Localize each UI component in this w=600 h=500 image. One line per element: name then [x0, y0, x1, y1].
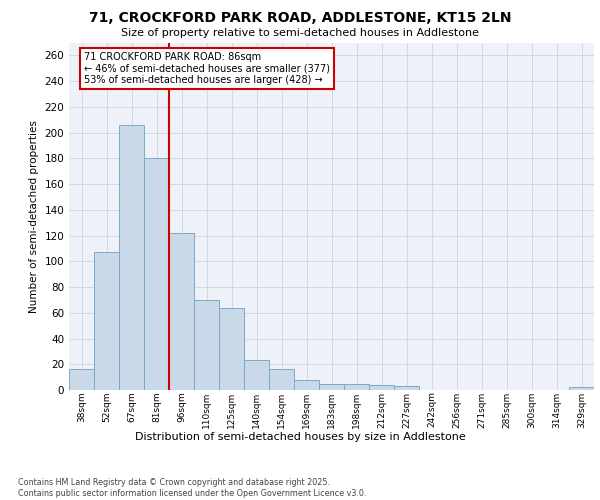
Bar: [294, 380, 319, 390]
Bar: [269, 370, 294, 390]
Bar: [319, 384, 344, 390]
Bar: [119, 125, 144, 390]
Bar: [69, 370, 94, 390]
Text: Distribution of semi-detached houses by size in Addlestone: Distribution of semi-detached houses by …: [134, 432, 466, 442]
Bar: [194, 300, 219, 390]
Text: 71, CROCKFORD PARK ROAD, ADDLESTONE, KT15 2LN: 71, CROCKFORD PARK ROAD, ADDLESTONE, KT1…: [89, 12, 511, 26]
Bar: [144, 158, 169, 390]
Bar: [94, 252, 119, 390]
Bar: [219, 308, 244, 390]
Bar: [394, 386, 419, 390]
Bar: [569, 388, 594, 390]
Bar: [169, 233, 194, 390]
Text: Size of property relative to semi-detached houses in Addlestone: Size of property relative to semi-detach…: [121, 28, 479, 38]
Bar: [244, 360, 269, 390]
Bar: [344, 384, 369, 390]
Text: Contains HM Land Registry data © Crown copyright and database right 2025.
Contai: Contains HM Land Registry data © Crown c…: [18, 478, 367, 498]
Y-axis label: Number of semi-detached properties: Number of semi-detached properties: [29, 120, 39, 312]
Bar: [369, 385, 394, 390]
Text: 71 CROCKFORD PARK ROAD: 86sqm
← 46% of semi-detached houses are smaller (377)
53: 71 CROCKFORD PARK ROAD: 86sqm ← 46% of s…: [84, 52, 330, 85]
